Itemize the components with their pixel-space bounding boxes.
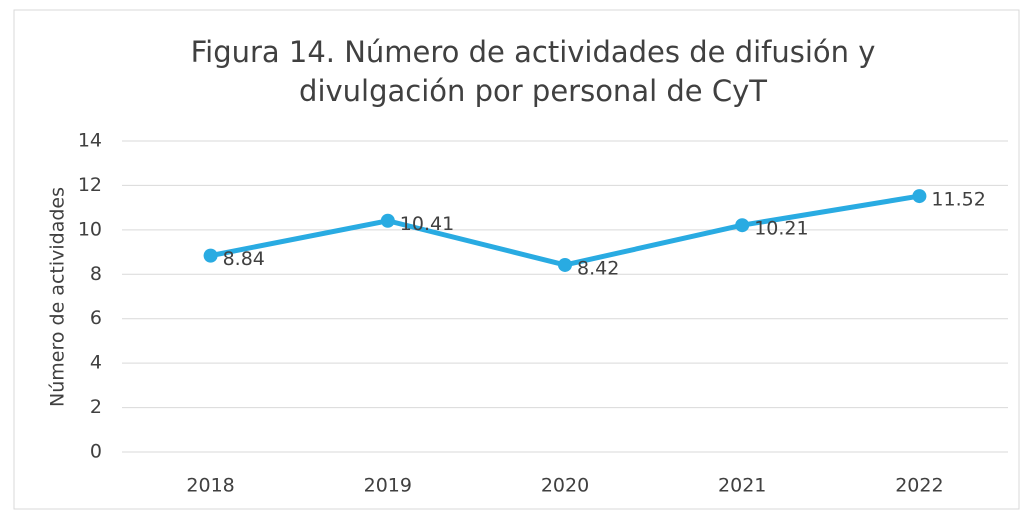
data-label: 10.41 [400, 213, 454, 235]
y-tick-label: 6 [90, 307, 102, 329]
y-tick-label: 12 [78, 174, 102, 196]
y-tick-label: 14 [78, 130, 102, 152]
y-tick-label: 10 [78, 218, 102, 240]
point [735, 218, 750, 233]
x-tick-label: 2022 [895, 475, 943, 497]
data-label: 8.42 [577, 257, 619, 279]
x-tick-label: 2019 [364, 475, 412, 497]
y-axis-label: Número de actividades [47, 187, 69, 407]
x-tick-label: 2018 [186, 475, 234, 497]
point [380, 213, 395, 228]
chart-frame [13, 9, 1020, 510]
y-tick-label: 4 [90, 352, 102, 374]
data-label: 8.84 [223, 248, 265, 270]
chart-title: divulgación por personal de CyT [299, 74, 767, 108]
y-tick-label: 2 [90, 396, 102, 418]
data-label: 11.52 [931, 189, 985, 211]
x-tick-label: 2021 [718, 475, 766, 497]
chart-title: Figura 14. Número de actividades de difu… [191, 35, 876, 69]
y-tick-label: 8 [90, 263, 102, 285]
y-tick-label: 0 [90, 441, 102, 463]
point [203, 248, 218, 263]
point [558, 257, 572, 272]
x-tick-label: 2020 [541, 475, 589, 497]
point [912, 189, 927, 204]
data-label: 10.21 [754, 218, 808, 240]
